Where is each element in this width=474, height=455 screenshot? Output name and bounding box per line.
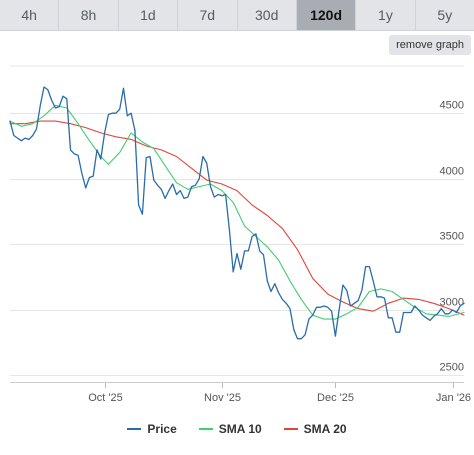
x-tick-label: Nov '25 bbox=[204, 392, 241, 404]
legend-swatch-sma-10 bbox=[198, 428, 213, 430]
x-tick-label: Dec '25 bbox=[317, 392, 354, 404]
x-tick-label: Oct '25 bbox=[88, 392, 123, 404]
y-axis-ticks: 2500 3000 3500 4000 4500 bbox=[440, 100, 464, 374]
y-tick-label: 2500 bbox=[440, 362, 464, 374]
tab-5y[interactable]: 5y bbox=[437, 7, 453, 23]
x-axis-ticks: Oct '25 Nov '25 Dec '25 Jan '26 bbox=[10, 382, 471, 404]
series-line-sma-20 bbox=[9, 120, 465, 316]
legend-swatch-price bbox=[127, 428, 142, 430]
y-tick-label: 4500 bbox=[440, 100, 464, 112]
remove-graph-button[interactable]: remove graph bbox=[389, 35, 471, 55]
tab-120d[interactable]: 120d bbox=[296, 0, 357, 30]
chart-series bbox=[9, 86, 465, 340]
legend-item-sma-10[interactable]: SMA 10 bbox=[198, 422, 262, 436]
chart-gridlines bbox=[10, 65, 464, 376]
x-tick-label: Jan '26 bbox=[436, 392, 471, 404]
series-line-price bbox=[9, 86, 465, 340]
series-line-sma-10 bbox=[9, 104, 465, 320]
y-tick-label: 3500 bbox=[440, 231, 464, 243]
y-tick-label: 4000 bbox=[440, 166, 464, 178]
y-tick-label: 3000 bbox=[440, 297, 464, 309]
tab-1d[interactable]: 1d bbox=[119, 0, 179, 30]
legend-label-sma-20: SMA 20 bbox=[303, 422, 347, 436]
legend-swatch-sma-20 bbox=[283, 428, 298, 430]
legend-item-price[interactable]: Price bbox=[127, 422, 177, 436]
tab-1y[interactable]: 1y bbox=[356, 0, 416, 30]
tab-8h[interactable]: 8h bbox=[59, 0, 119, 30]
legend-label-sma-10: SMA 10 bbox=[218, 422, 262, 436]
timeframe-tabs: 4h 8h 1d 7d 30d 120d 1y 5y bbox=[0, 0, 474, 31]
legend-item-sma-20[interactable]: SMA 20 bbox=[283, 422, 347, 436]
tab-7d[interactable]: 7d bbox=[178, 0, 238, 30]
tab-4h[interactable]: 4h bbox=[0, 0, 60, 30]
tab-30d[interactable]: 30d bbox=[238, 0, 297, 30]
chart-legend: Price SMA 10 SMA 20 bbox=[0, 418, 474, 440]
legend-label-price: Price bbox=[147, 422, 177, 436]
